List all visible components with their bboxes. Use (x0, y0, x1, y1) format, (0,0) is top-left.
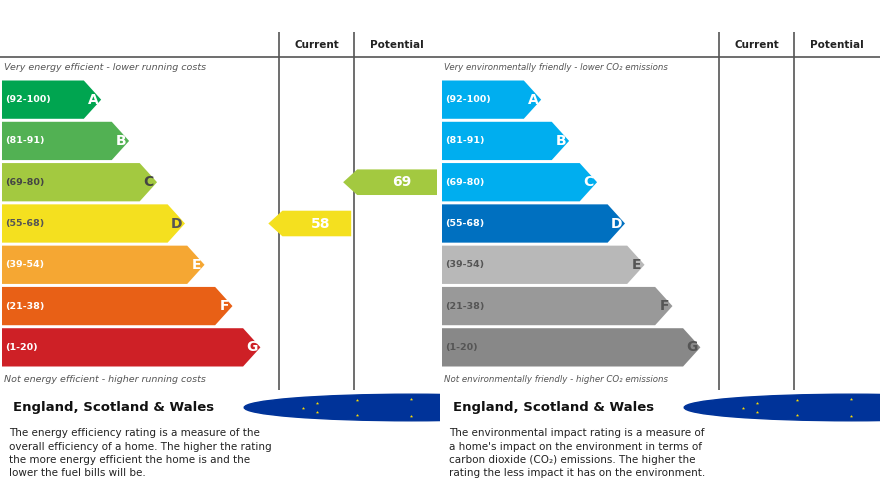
Polygon shape (442, 122, 569, 160)
Text: E: E (192, 258, 201, 272)
Circle shape (245, 394, 579, 421)
Text: (21-38): (21-38) (5, 302, 44, 311)
Text: F: F (219, 299, 229, 313)
Polygon shape (343, 170, 437, 195)
Polygon shape (2, 205, 185, 243)
Polygon shape (442, 287, 672, 325)
Text: B: B (555, 134, 566, 148)
Text: (1-20): (1-20) (5, 343, 38, 352)
Text: D: D (611, 216, 622, 231)
Text: Not energy efficient - higher running costs: Not energy efficient - higher running co… (4, 375, 206, 384)
Polygon shape (2, 122, 129, 160)
Text: Current: Current (735, 39, 779, 49)
Text: F: F (659, 299, 669, 313)
Text: (55-68): (55-68) (5, 219, 44, 228)
Text: Environmental Impact (CO₂) Rating: Environmental Impact (CO₂) Rating (447, 8, 764, 24)
Polygon shape (2, 80, 101, 119)
Text: A: A (87, 93, 99, 106)
Polygon shape (442, 205, 625, 243)
Text: G: G (686, 340, 698, 354)
Text: England, Scotland & Wales: England, Scotland & Wales (453, 401, 655, 414)
Text: (55-68): (55-68) (445, 219, 484, 228)
Text: EU Directive
2002/91/EC: EU Directive 2002/91/EC (735, 398, 790, 417)
Polygon shape (268, 211, 351, 236)
Text: England, Scotland & Wales: England, Scotland & Wales (13, 401, 215, 414)
Text: EU Directive
2002/91/EC: EU Directive 2002/91/EC (295, 398, 350, 417)
Polygon shape (442, 80, 541, 119)
Text: The environmental impact rating is a measure of
a home's impact on the environme: The environmental impact rating is a mea… (449, 428, 705, 478)
Text: (81-91): (81-91) (5, 137, 45, 145)
Text: Current: Current (295, 39, 339, 49)
Polygon shape (442, 328, 700, 366)
Text: (39-54): (39-54) (445, 260, 484, 269)
Text: B: B (115, 134, 126, 148)
Text: (81-91): (81-91) (445, 137, 485, 145)
Text: 58: 58 (311, 216, 330, 231)
Text: C: C (583, 175, 594, 189)
Text: C: C (143, 175, 154, 189)
Text: 69: 69 (392, 175, 411, 189)
Text: Potential: Potential (810, 39, 864, 49)
Text: Not environmentally friendly - higher CO₂ emissions: Not environmentally friendly - higher CO… (444, 375, 668, 384)
Polygon shape (2, 287, 232, 325)
Text: E: E (632, 258, 641, 272)
Text: Potential: Potential (370, 39, 424, 49)
Text: (39-54): (39-54) (5, 260, 44, 269)
Text: (69-80): (69-80) (445, 177, 484, 187)
Text: (92-100): (92-100) (5, 95, 51, 104)
Text: (21-38): (21-38) (445, 302, 484, 311)
Polygon shape (2, 328, 260, 366)
Text: Energy Efficiency Rating: Energy Efficiency Rating (7, 8, 228, 24)
Text: (69-80): (69-80) (5, 177, 44, 187)
Text: A: A (527, 93, 539, 106)
Polygon shape (2, 246, 204, 284)
Text: Very energy efficient - lower running costs: Very energy efficient - lower running co… (4, 64, 206, 72)
Text: D: D (171, 216, 182, 231)
Text: G: G (246, 340, 258, 354)
Polygon shape (442, 246, 644, 284)
Polygon shape (2, 163, 157, 201)
Text: Very environmentally friendly - lower CO₂ emissions: Very environmentally friendly - lower CO… (444, 64, 668, 72)
Polygon shape (442, 163, 597, 201)
Text: (92-100): (92-100) (445, 95, 491, 104)
Text: The energy efficiency rating is a measure of the
overall efficiency of a home. T: The energy efficiency rating is a measur… (9, 428, 271, 478)
Text: (1-20): (1-20) (445, 343, 478, 352)
Circle shape (685, 394, 880, 421)
